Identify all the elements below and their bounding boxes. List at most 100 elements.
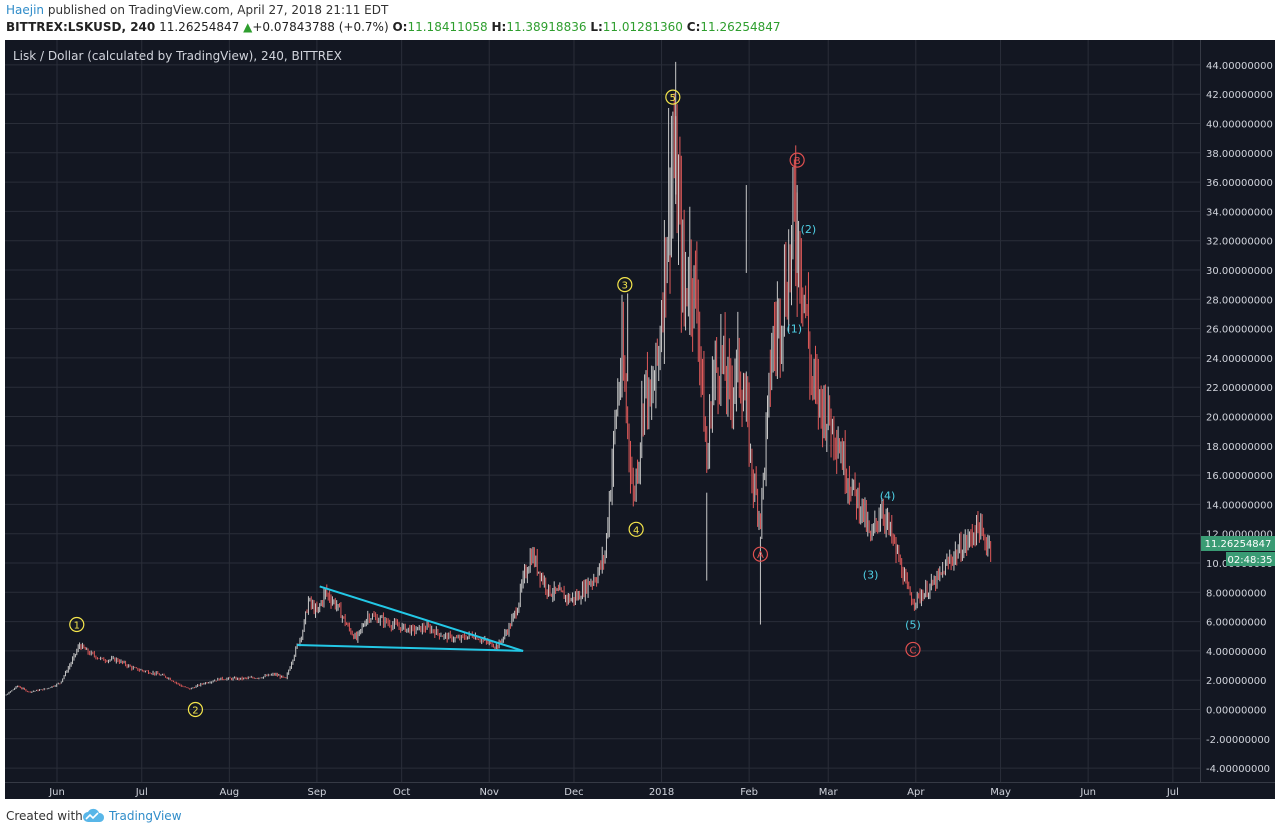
time-axis[interactable]: Jun Jul Aug Sep Oct Nov Dec 2018 Feb Mar Apr May Jun… — [48, 787, 1179, 798]
price-chart[interactable]: -4.00000000 -2.00000000 0.00000000 2.000000… — [0, 40, 1275, 799]
symbol-label: BITTREX:LSKUSD, 240 — [6, 20, 156, 34]
x-tick-label: Jun — [1079, 787, 1096, 798]
wave-label-text: 3 — [622, 281, 628, 292]
wave-label-text: 5 — [670, 93, 676, 104]
y-tick-label: 8.00000000 — [1206, 588, 1266, 599]
x-tick-label: Oct — [393, 787, 410, 798]
created-with-text: Created with — [6, 809, 83, 823]
chart-area[interactable]: -4.00000000 -2.00000000 0.00000000 2.000000… — [0, 40, 1275, 799]
x-tick-label: Nov — [479, 787, 499, 798]
tradingview-link[interactable]: TradingView — [109, 809, 182, 823]
wave-label-circle — [187, 701, 204, 718]
open-label: O: — [392, 20, 408, 34]
price-badge-bg — [1201, 536, 1275, 551]
y-tick-label: 2.00000000 — [1206, 676, 1266, 687]
x-tick-label: Apr — [907, 787, 925, 798]
footer: Created with TradingView — [0, 799, 1280, 833]
trendlines[interactable] — [297, 585, 524, 652]
chart-background — [5, 40, 1275, 799]
price-badge: 11.26254847 02:48:35 — [1201, 536, 1275, 566]
wave-label[interactable]: 1 — [69, 616, 85, 633]
grid — [5, 40, 1200, 782]
wave-label[interactable]: (5) — [905, 619, 921, 632]
wave-label-text: A — [757, 550, 764, 561]
y-tick-label: 30.00000000 — [1206, 266, 1273, 277]
x-tick-label: Dec — [564, 787, 583, 798]
y-tick-label: -4.00000000 — [1206, 764, 1270, 775]
wave-label-circle — [628, 521, 644, 537]
wave-label[interactable]: C — [905, 641, 921, 658]
author-link[interactable]: Haejin — [6, 3, 45, 17]
y-tick-label: 42.00000000 — [1206, 90, 1273, 101]
close-label: C: — [686, 20, 701, 34]
wave-label-circle — [665, 89, 681, 105]
wave-label-circle — [617, 277, 633, 293]
last-price: 11.26254847 — [159, 20, 240, 34]
wave-label-circle — [789, 152, 805, 168]
low-label: L: — [590, 20, 603, 34]
chart-title: Lisk / Dollar (calculated by TradingView… — [13, 49, 342, 63]
wave-label[interactable]: 3 — [617, 277, 633, 293]
wave-label-text: 1 — [74, 621, 80, 632]
y-tick-label: 18.00000000 — [1206, 442, 1273, 453]
price-axis[interactable]: -4.00000000 -2.00000000 0.00000000 2.000000… — [1206, 61, 1273, 775]
y-tick-label: 22.00000000 — [1206, 383, 1273, 394]
y-tick-label: 0.00000000 — [1206, 706, 1266, 717]
x-tick-label: May — [990, 787, 1011, 798]
wave-label-text: 2 — [192, 706, 198, 717]
high-value: 11.38918836 — [506, 20, 587, 34]
trendline[interactable] — [319, 585, 524, 652]
wave-label[interactable]: B — [789, 152, 805, 168]
y-tick-label: 24.00000000 — [1206, 354, 1273, 365]
wave-label-circle — [905, 641, 921, 658]
wave-label-text: (3) — [863, 569, 879, 582]
y-tick-label: 44.00000000 — [1206, 61, 1273, 72]
wave-label[interactable]: (1) — [787, 323, 803, 336]
wave-label[interactable]: (4) — [880, 490, 896, 503]
y-tick-label: 14.00000000 — [1206, 500, 1273, 511]
x-tick-label: Feb — [740, 787, 758, 798]
y-tick-label: 26.00000000 — [1206, 325, 1273, 336]
high-label: H: — [491, 20, 507, 34]
chart-header: Haejin published on TradingView.com, Apr… — [0, 0, 1280, 40]
x-tick-label: Aug — [220, 787, 240, 798]
x-tick-label: 2018 — [649, 787, 674, 798]
y-tick-label: 38.00000000 — [1206, 149, 1273, 160]
wave-label[interactable]: 5 — [665, 89, 681, 105]
wave-label[interactable]: (2) — [801, 223, 817, 236]
wave-label-text: 4 — [633, 525, 639, 536]
wave-labels[interactable]: 1 2 3 4 5 A B C (1) (2) (3) (4) (5) — [69, 89, 921, 718]
wave-label[interactable]: 2 — [187, 701, 204, 718]
y-tick-label: 28.00000000 — [1206, 295, 1273, 306]
wave-label-text: (1) — [787, 323, 803, 336]
trendline[interactable] — [297, 644, 524, 652]
x-tick-label: Mar — [819, 787, 839, 798]
y-tick-label: 32.00000000 — [1206, 237, 1273, 248]
y-tick-label: 12.00000000 — [1206, 530, 1273, 541]
y-tick-label: 16.00000000 — [1206, 471, 1273, 482]
open-value: 11.18411058 — [407, 20, 488, 34]
low-value: 11.01281360 — [602, 20, 683, 34]
y-tick-label: 20.00000000 — [1206, 413, 1273, 424]
countdown-badge-bg — [1226, 552, 1275, 566]
x-tick-label: Jul — [1166, 787, 1179, 798]
publish-text: published on TradingView.com, April 27, … — [44, 3, 389, 17]
y-tick-label: 36.00000000 — [1206, 178, 1273, 189]
ohlc-legend: BITTREX:LSKUSD, 240 11.26254847 ▲+0.0784… — [6, 20, 781, 34]
publish-info: Haejin published on TradingView.com, Apr… — [6, 3, 388, 17]
wave-label-text: C — [909, 645, 916, 656]
y-tick-label: -2.00000000 — [1206, 735, 1270, 746]
y-tick-label: 4.00000000 — [1206, 647, 1266, 658]
y-tick-label: 6.00000000 — [1206, 618, 1266, 629]
x-tick-label: Jun — [48, 787, 65, 798]
wave-label[interactable]: A — [752, 546, 769, 562]
wave-label-text: (2) — [801, 223, 817, 236]
wave-label[interactable]: (3) — [863, 569, 879, 582]
y-tick-label: 40.00000000 — [1206, 120, 1273, 131]
wave-label-circle — [752, 546, 769, 562]
tradingview-cloud-icon[interactable] — [82, 808, 106, 828]
bar-countdown: 02:48:35 — [1228, 555, 1273, 566]
wave-label[interactable]: 4 — [628, 521, 644, 537]
price-badge-value: 11.26254847 — [1205, 539, 1272, 550]
wave-label-text: (4) — [880, 490, 896, 503]
